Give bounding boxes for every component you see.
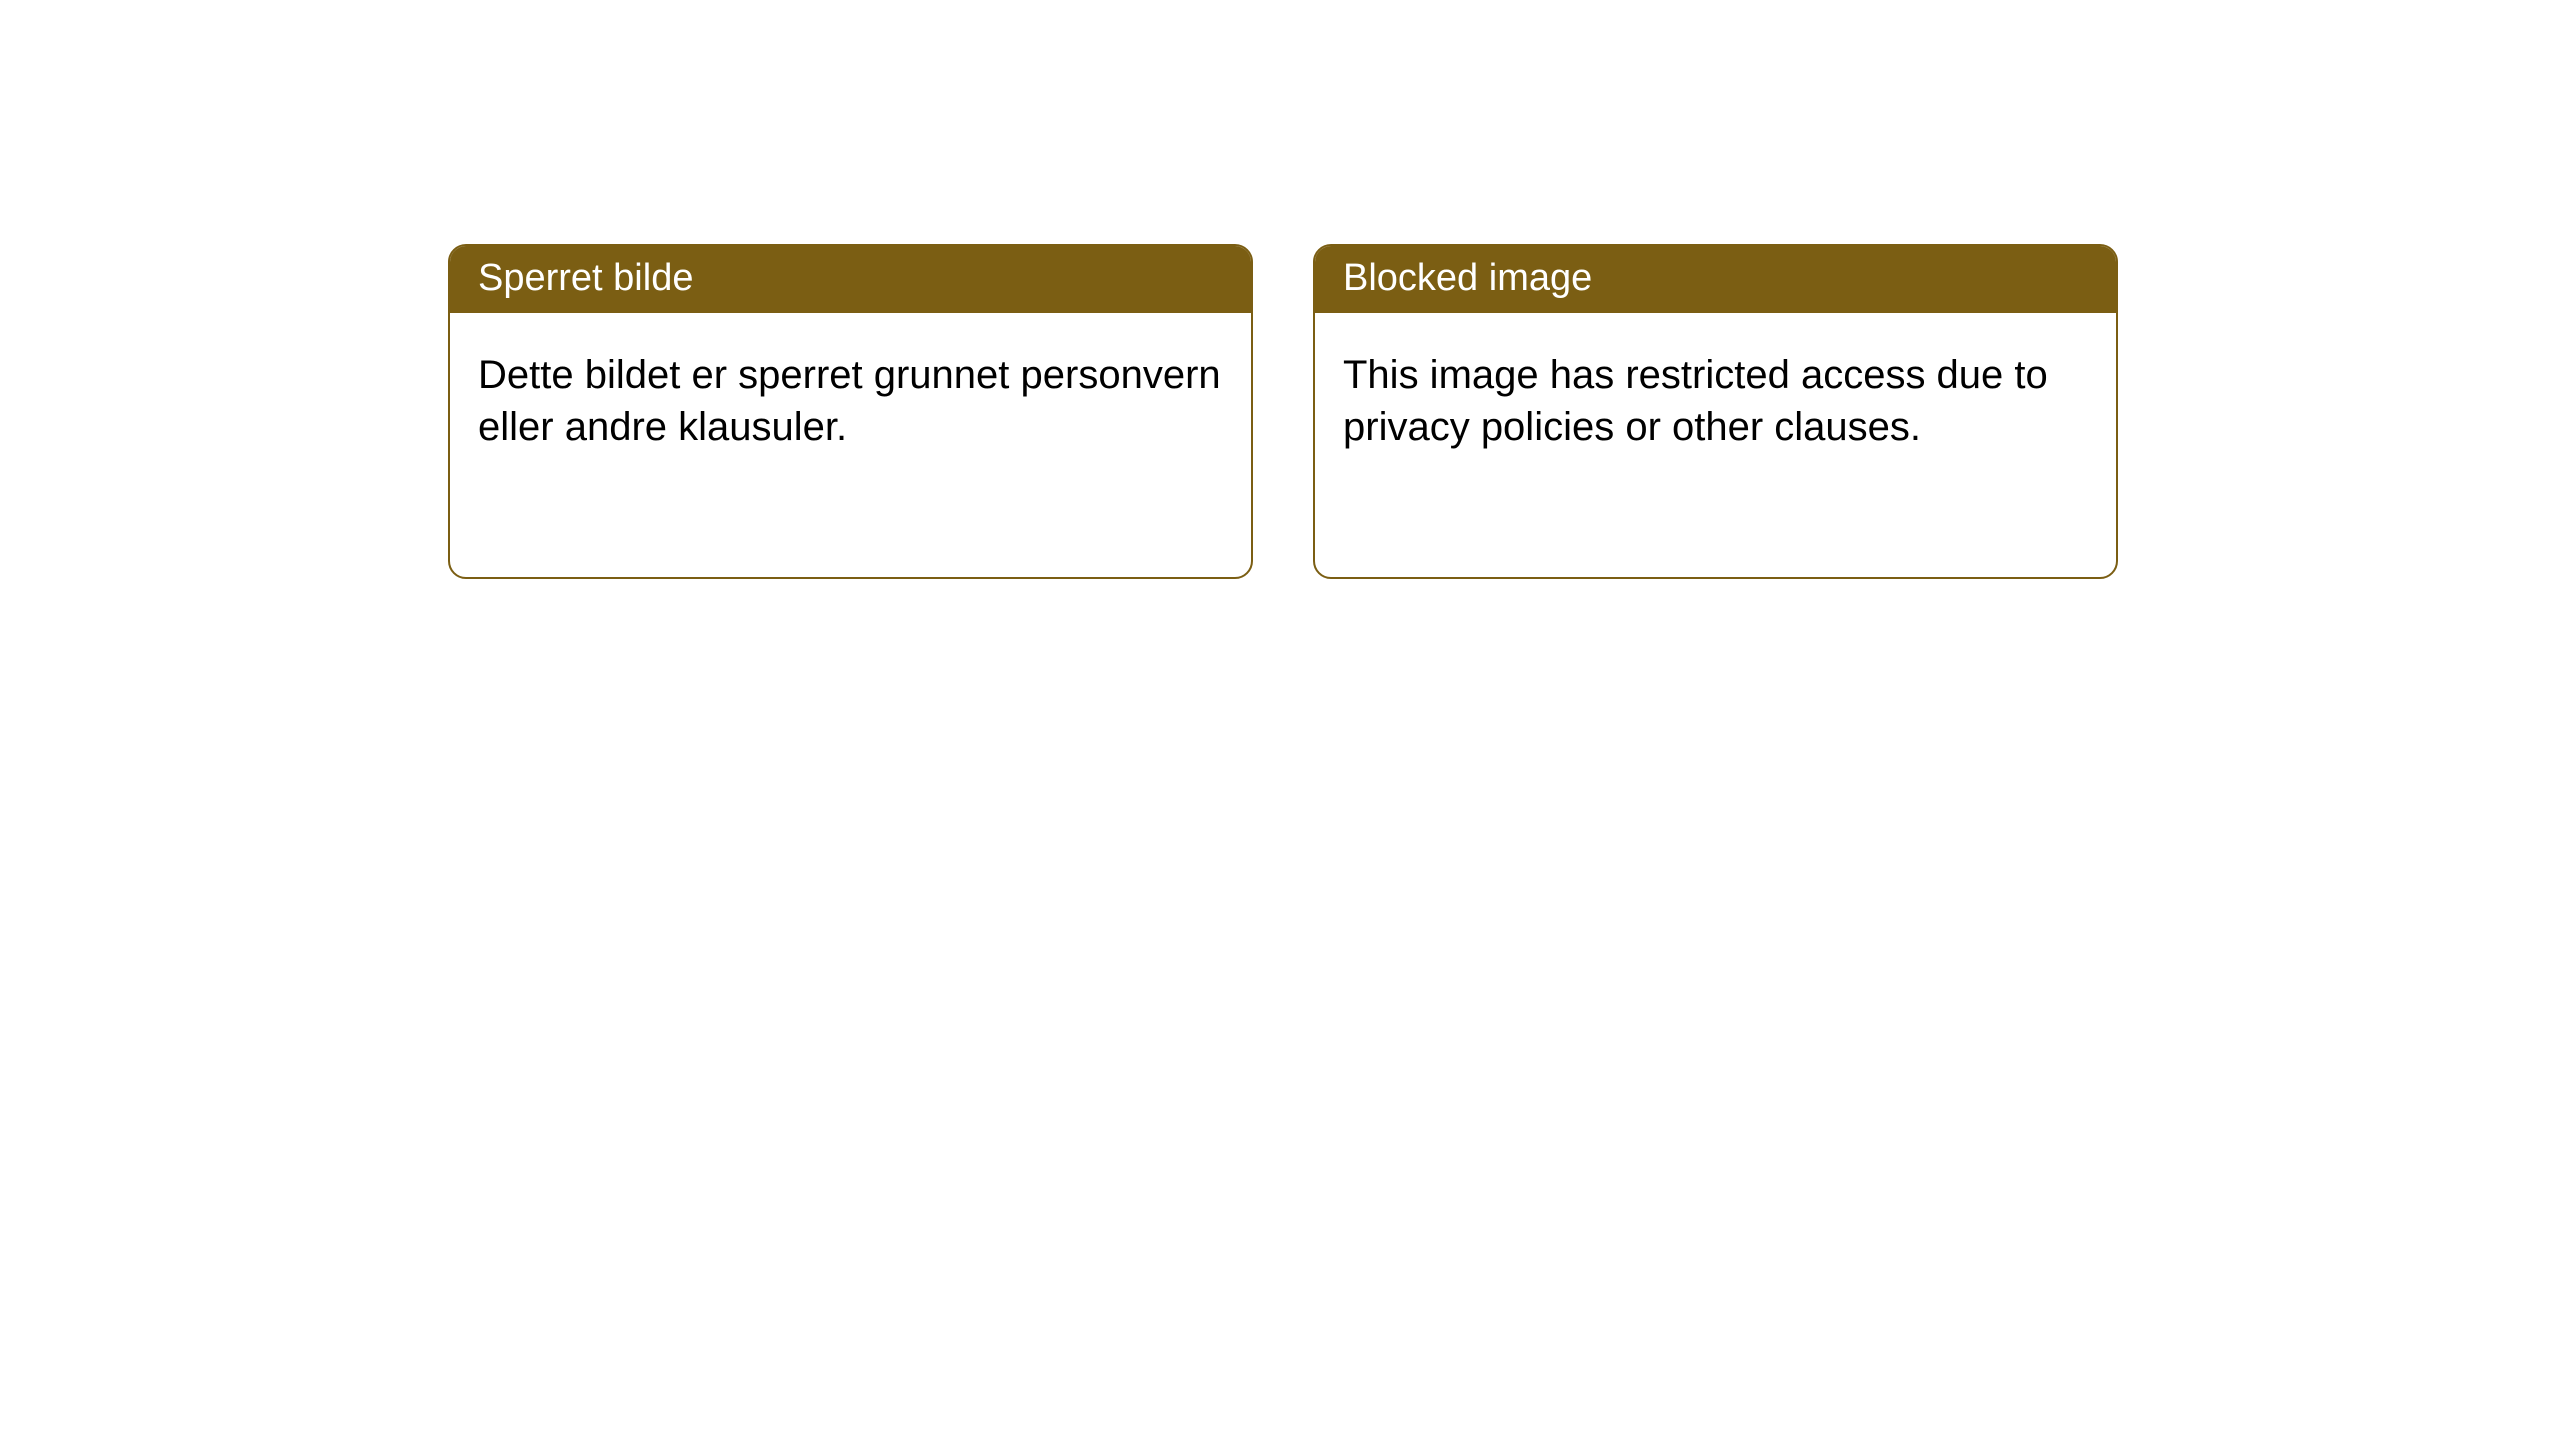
notice-container: Sperret bilde Dette bildet er sperret gr… (0, 0, 2560, 579)
notice-body: Dette bildet er sperret grunnet personve… (450, 313, 1251, 481)
notice-card-norwegian: Sperret bilde Dette bildet er sperret gr… (448, 244, 1253, 579)
notice-header: Blocked image (1315, 246, 2116, 313)
notice-header: Sperret bilde (450, 246, 1251, 313)
notice-card-english: Blocked image This image has restricted … (1313, 244, 2118, 579)
notice-body: This image has restricted access due to … (1315, 313, 2116, 481)
